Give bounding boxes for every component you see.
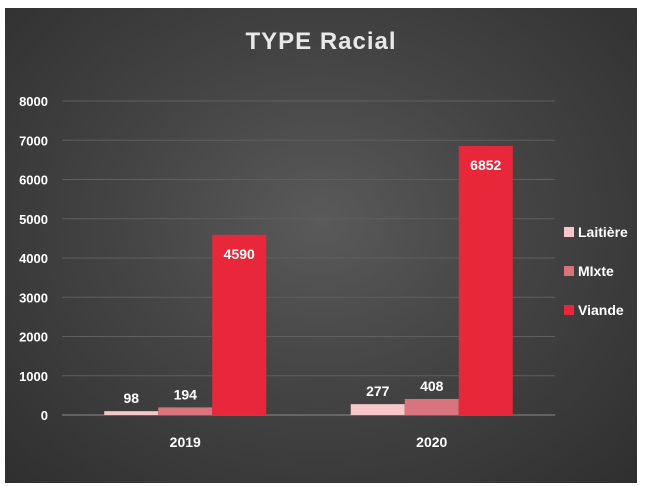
bar-laiti-re-2019 [104, 411, 159, 415]
bar-viande-2019 [212, 234, 267, 415]
bar-mixte-2020 [404, 398, 459, 415]
y-tick-label: 5000 [19, 212, 48, 227]
y-tick-label: 7000 [19, 133, 48, 148]
y-tick-label: 8000 [19, 94, 48, 109]
legend-swatch [564, 227, 574, 237]
legend-swatch [564, 266, 574, 276]
y-tick-label: 3000 [19, 290, 48, 305]
data-label: 6852 [470, 157, 501, 173]
x-category-label: 2019 [170, 434, 201, 450]
y-tick-label: 4000 [19, 251, 48, 266]
chart-area: TYPE Racial [5, 8, 637, 483]
y-tick-label: 6000 [19, 173, 48, 188]
data-label: 4590 [224, 246, 255, 262]
bar-laiti-re-2020 [350, 404, 405, 415]
y-tick-label: 1000 [19, 369, 48, 384]
data-label: 408 [420, 378, 444, 394]
y-tick-label: 0 [41, 408, 48, 423]
data-label: 194 [174, 386, 198, 402]
legend-swatch [564, 305, 574, 315]
y-tick-label: 2000 [19, 330, 48, 345]
x-category-label: 2020 [416, 434, 447, 450]
legend-label: Viande [578, 302, 624, 318]
data-label: 98 [123, 390, 139, 406]
bar-mixte-2019 [158, 407, 213, 415]
data-label: 277 [366, 383, 390, 399]
legend-label: MIxte [578, 263, 614, 279]
legend-label: Laitière [578, 224, 628, 240]
bar-viande-2020 [458, 146, 513, 415]
chart-title: TYPE Racial [245, 28, 397, 55]
